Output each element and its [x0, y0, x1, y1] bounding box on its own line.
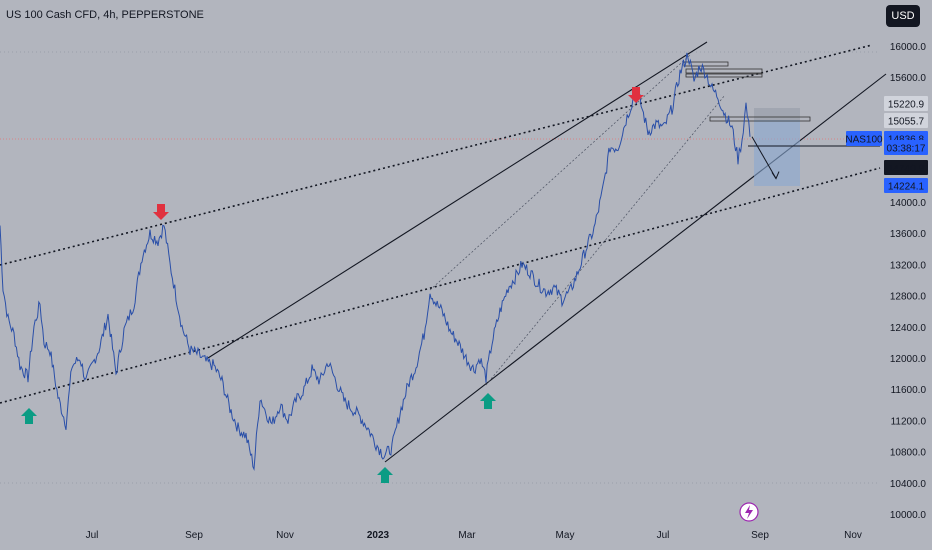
- price-badge: [884, 160, 928, 175]
- upper-dotted-trendline: [0, 44, 873, 266]
- projection-arrow-head: [771, 171, 780, 180]
- y-tick-label: 15600.0: [890, 73, 927, 84]
- resistance-box: [685, 73, 763, 78]
- y-tick-label: 13200.0: [890, 260, 927, 271]
- inner-channel-line: [429, 54, 691, 291]
- up-arrow-icon: [377, 467, 393, 483]
- x-tick-label: Nov: [844, 530, 862, 541]
- price-badge-label: 03:38:17: [887, 144, 926, 155]
- inner-channel-line: [485, 94, 726, 386]
- x-tick-label: May: [556, 530, 575, 541]
- price-line: [0, 52, 751, 471]
- x-tick-label: Mar: [458, 530, 476, 541]
- resistance-box: [685, 68, 763, 74]
- price-badge: [884, 96, 928, 111]
- chart-title: US 100 Cash CFD, 4h, PEPPERSTONE: [6, 9, 204, 21]
- x-tick-label: Jul: [657, 530, 670, 541]
- down-arrow-icon: [153, 204, 169, 220]
- price-badge-label: 15055.7: [888, 117, 925, 128]
- projection-risk-box: [754, 108, 800, 120]
- x-tick-label: Sep: [185, 530, 203, 541]
- y-tick-label: 12800.0: [890, 292, 927, 303]
- y-tick-label: 10400.0: [890, 479, 927, 490]
- price-badge-label: 14224.1: [888, 182, 925, 193]
- entry-zone-box: [709, 116, 811, 122]
- price-badge: [884, 178, 928, 193]
- down-arrow-icon: [628, 87, 644, 103]
- y-tick-label: 11600.0: [891, 385, 927, 396]
- price-badge-label: 14740.9: [888, 164, 925, 175]
- lightning-icon-bolt: [745, 505, 753, 519]
- y-tick-label: 10800.0: [890, 448, 927, 459]
- x-tick-label: 2023: [367, 530, 390, 541]
- x-tick-label: Jul: [86, 530, 99, 541]
- y-tick-label: 11200.0: [891, 416, 927, 427]
- price-badge-label: NAS100: [845, 135, 883, 146]
- y-tick-label: 16000.0: [890, 42, 927, 53]
- price-badge: [884, 140, 928, 155]
- y-tick-label: 12000.0: [890, 354, 927, 365]
- lower-channel-line: [384, 73, 887, 463]
- y-tick-label: 10000.0: [890, 510, 927, 521]
- y-tick-label: 12400.0: [890, 323, 927, 334]
- price-badge: [884, 113, 928, 128]
- y-tick-label: 14000.0: [890, 198, 927, 209]
- price-badge-label: 15220.9: [888, 100, 925, 111]
- upper-channel-line: [207, 41, 708, 359]
- x-tick-label: Sep: [751, 530, 769, 541]
- x-tick-label: Nov: [276, 530, 294, 541]
- up-arrow-icon: [480, 393, 496, 409]
- up-arrow-icon: [21, 408, 37, 424]
- projection-arrow: [751, 136, 777, 179]
- lower-dotted-trendline: [0, 167, 881, 404]
- y-tick-label: 13600.0: [890, 229, 927, 240]
- currency-button[interactable]: USD: [886, 5, 920, 27]
- price-badge: [846, 131, 882, 146]
